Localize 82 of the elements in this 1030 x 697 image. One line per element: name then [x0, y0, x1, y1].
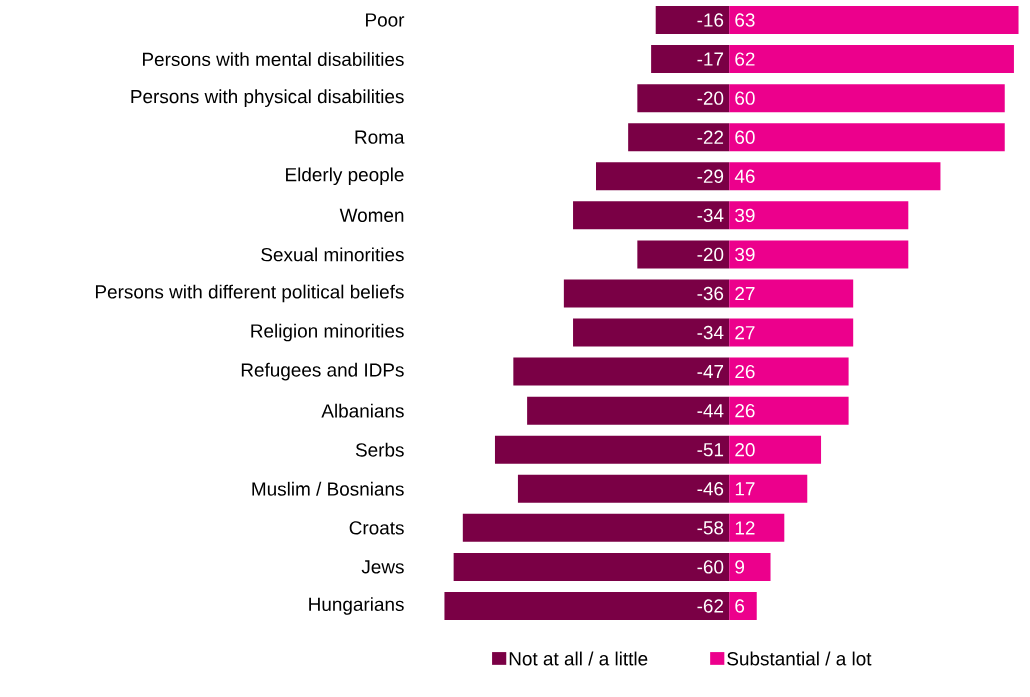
data-label: 17 — [735, 482, 755, 496]
data-label: 9 — [735, 560, 745, 574]
bar — [729, 318, 854, 347]
y-tick-label: Religion minorities — [251, 323, 404, 342]
bar — [453, 552, 730, 581]
bar — [517, 474, 730, 503]
data-label: 60 — [735, 130, 755, 144]
data-label: -58 — [697, 521, 724, 535]
data-label: 20 — [735, 443, 755, 457]
bar — [494, 435, 730, 464]
y-tick-label: Elderly people — [286, 167, 404, 186]
y-tick-label: Persons with physical disabilities — [131, 89, 404, 107]
bar — [729, 84, 1005, 113]
data-label: 26 — [735, 364, 755, 379]
y-tick-label: Roma — [355, 130, 405, 144]
y-tick-label: Hungarians — [309, 597, 404, 615]
y-tick-label: Sexual minorities — [261, 247, 404, 262]
legend-label: Not at all / a little — [509, 651, 648, 666]
y-tick-label: Persons with mental disabilities — [143, 52, 404, 67]
data-label: 12 — [735, 521, 755, 535]
bar — [729, 474, 808, 503]
data-label: 6 — [735, 599, 745, 613]
bar — [655, 6, 730, 35]
y-tick-label: Albanians — [321, 403, 404, 418]
bar — [563, 279, 730, 308]
data-label: 27 — [735, 325, 755, 340]
data-label: -34 — [697, 325, 724, 340]
bar — [729, 513, 785, 542]
bar — [729, 162, 941, 191]
y-tick-label: Muslim / Bosnians — [252, 481, 404, 496]
bar — [513, 357, 730, 386]
data-label: -34 — [697, 208, 724, 223]
bar — [596, 162, 730, 191]
y-tick-label: Croats — [349, 521, 404, 535]
bar — [527, 396, 730, 425]
data-label: -51 — [697, 443, 724, 457]
data-label: -47 — [697, 365, 724, 379]
data-label: 46 — [734, 169, 755, 183]
data-label: -20 — [697, 91, 724, 105]
bar — [573, 318, 730, 347]
data-label: -17 — [697, 52, 724, 66]
data-label: -62 — [697, 599, 724, 613]
bar — [651, 45, 730, 74]
data-label: 63 — [735, 13, 755, 27]
legend-label: Substantial / a lot — [727, 651, 872, 666]
y-tick-label: Women — [339, 208, 404, 222]
bar — [444, 591, 730, 620]
data-label: -22 — [697, 130, 724, 144]
data-label: -20 — [697, 247, 724, 262]
data-label: 26 — [735, 403, 755, 418]
data-label: -29 — [697, 169, 724, 183]
bar — [729, 279, 854, 308]
bar — [729, 591, 757, 620]
data-label: -36 — [697, 286, 724, 301]
bar — [729, 240, 909, 269]
data-label: -60 — [697, 560, 724, 574]
y-tick-label: Persons with different political beliefs — [95, 284, 404, 303]
data-label: -16 — [697, 13, 724, 27]
bar — [729, 435, 822, 464]
bar — [573, 201, 730, 230]
bar — [729, 123, 1005, 152]
y-tick-label: Jews — [361, 560, 404, 574]
bar — [729, 45, 1014, 74]
bar — [628, 123, 730, 152]
data-label: -46 — [697, 482, 724, 496]
bar — [462, 513, 730, 542]
y-tick-label: Serbs — [355, 442, 404, 457]
bar — [637, 240, 730, 269]
data-label: 39 — [735, 208, 755, 223]
y-tick-label: Poor — [366, 13, 405, 27]
bar — [729, 6, 1019, 35]
data-label: 60 — [735, 91, 755, 105]
bar — [729, 396, 849, 425]
data-label: 62 — [735, 52, 755, 66]
bar — [729, 552, 771, 581]
y-tick-label: Refugees and IDPs — [241, 362, 404, 381]
bar — [729, 357, 849, 386]
bar — [637, 84, 730, 113]
data-label: -44 — [697, 404, 724, 418]
data-label: 39 — [735, 247, 755, 262]
data-label: 27 — [735, 286, 755, 301]
bar — [729, 201, 909, 230]
